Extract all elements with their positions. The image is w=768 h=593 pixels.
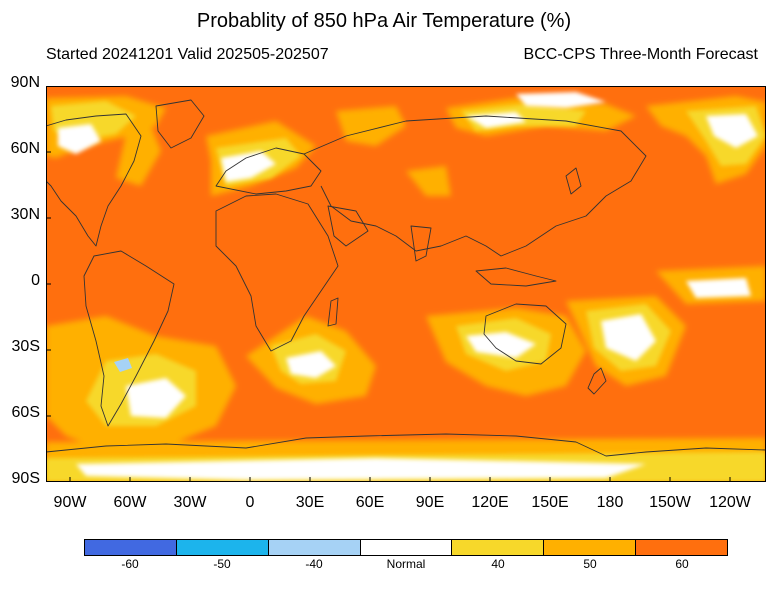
lon-label-120w: 120W	[709, 494, 751, 511]
lon-label-90e: 90E	[415, 494, 445, 511]
lat-label-30s: 30S	[11, 338, 40, 355]
legend-label-60: 60	[675, 557, 689, 571]
legend-swatch-neg40	[268, 540, 361, 555]
lon-label-0: 0	[245, 494, 255, 511]
forecast-period: Started 20241201 Valid 202505-202507	[46, 46, 329, 63]
tick-marks	[46, 151, 731, 482]
legend-swatch-neg60	[85, 540, 177, 555]
lat-label-60n: 60N	[10, 140, 40, 157]
lat-label-30n: 30N	[10, 206, 40, 223]
lat-label-eq: 0	[31, 272, 40, 289]
lon-label-90w: 90W	[53, 494, 87, 511]
legend-label-neg60: -60	[121, 557, 139, 571]
lon-label-150w: 150W	[649, 494, 691, 511]
probability-map	[46, 86, 766, 482]
legend-swatch-40	[452, 540, 545, 555]
legend-swatch-50	[544, 540, 637, 555]
legend-label-normal: Normal	[386, 557, 426, 571]
lon-label-120e: 120E	[471, 494, 509, 511]
lat-label-60s: 60S	[11, 404, 40, 421]
legend-swatch-neg50	[176, 540, 269, 555]
legend-swatch-60	[636, 540, 728, 555]
legend-swatch-normal	[360, 540, 453, 555]
legend-label-neg50: -50	[213, 557, 231, 571]
forecast-source: BCC-CPS Three-Month Forecast	[523, 46, 758, 63]
lat-label-90n: 90N	[10, 74, 40, 91]
lon-label-60e: 60E	[355, 494, 385, 511]
lon-label-30w: 30W	[173, 494, 207, 511]
lon-label-30e: 30E	[295, 494, 325, 511]
normal-regions	[58, 92, 758, 480]
cold-anomaly	[114, 358, 132, 372]
lat-label-90s: 90S	[11, 470, 40, 487]
legend-label-40: 40	[491, 557, 505, 571]
legend-label-50: 50	[583, 557, 597, 571]
lon-label-180: 180	[596, 494, 624, 511]
legend-label-neg40: -40	[305, 557, 323, 571]
coastlines	[46, 99, 766, 457]
chart-title: Probablity of 850 hPa Air Temperature (%…	[196, 10, 572, 32]
lon-label-150e: 150E	[531, 494, 569, 511]
color-legend	[84, 539, 728, 556]
lon-label-60w: 60W	[113, 494, 147, 511]
